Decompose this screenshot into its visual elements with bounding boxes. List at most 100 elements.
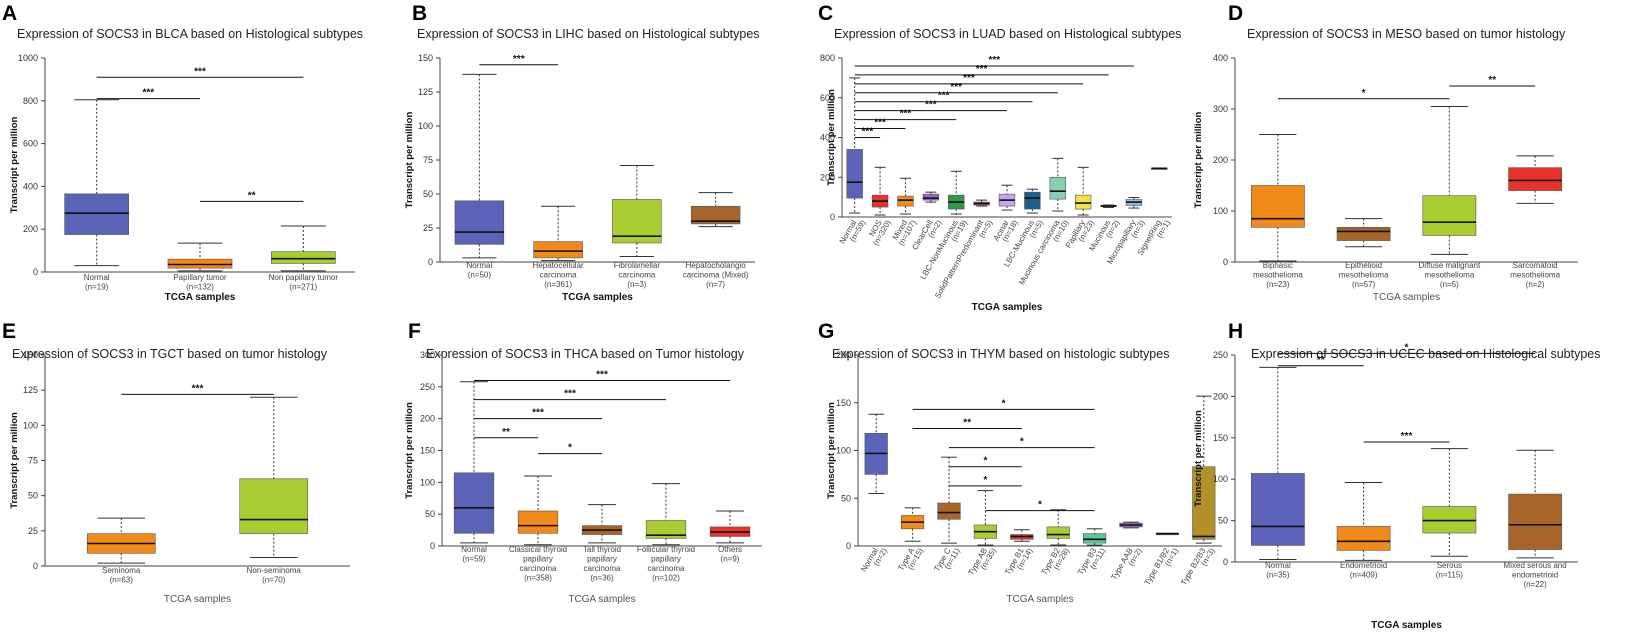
box-iqr (1508, 493, 1563, 550)
category-label: Hepatocholangio (686, 261, 747, 270)
box-solidpatternpredominant (973, 199, 990, 207)
significance-label: ** (502, 427, 510, 438)
box-normal (1250, 366, 1305, 561)
significance-label: * (1020, 437, 1024, 448)
significance-label: *** (862, 127, 874, 138)
box-iqr (690, 205, 741, 225)
box-lbc-mucinous (1024, 188, 1041, 214)
category-label: carcinoma (540, 271, 577, 280)
box-type-aab (1119, 521, 1143, 529)
y-tick-label: 100 (1213, 206, 1228, 216)
significance-bracket: ** (200, 190, 304, 202)
box-non-papillary-tumor (270, 225, 336, 272)
significance-label: *** (192, 383, 204, 394)
y-tick-label: 250 (1213, 350, 1228, 360)
significance-label: * (1002, 398, 1006, 409)
panel-g: G Expression of SOCS3 in THYM based on hi… (818, 320, 1222, 605)
panel-e: E Expression of SOCS3 in TGCT based on tu… (2, 320, 350, 605)
box-iqr (1046, 526, 1070, 539)
category-label: papillary (651, 555, 681, 564)
y-tick-label: 0 (846, 541, 851, 551)
panel-letter: F (408, 320, 421, 343)
box-biphasic-mesothelioma (1250, 134, 1305, 262)
significance-bracket: *** (854, 127, 881, 138)
significance-bracket: * (949, 475, 1022, 487)
significance-bracket: *** (1363, 431, 1450, 443)
significance-bracket: *** (121, 383, 274, 395)
box-follicular-thyroid-papillary-carcinoma (645, 483, 687, 546)
y-tick-label: 300 (1213, 104, 1228, 114)
panel-letter: D (1228, 2, 1243, 25)
significance-label: *** (513, 54, 525, 65)
significance-label: *** (532, 408, 544, 419)
x-axis-label: TCGA samples (164, 594, 231, 605)
y-tick-label: 150 (420, 446, 435, 456)
box-serous (1422, 448, 1477, 557)
category-label: mesothelioma (1253, 271, 1303, 280)
box-lbc-nonmucinous (948, 170, 965, 215)
box-iqr (1192, 466, 1216, 540)
category-label: carcinoma (Mixed) (683, 271, 749, 280)
box-iqr (1250, 185, 1305, 228)
x-axis-label: TCGA samples (1006, 594, 1073, 605)
y-tick-label: 250 (420, 382, 435, 392)
y-axis-label: Transcript per million (826, 402, 837, 499)
significance-bracket: *** (96, 88, 200, 100)
panel-h: H Expression of SOCS3 in UCEC based on Hi… (1193, 320, 1600, 631)
box-hepatocholangio-carcinoma-mixed- (690, 192, 741, 228)
box-iqr (454, 200, 505, 245)
box-type-b1-b2 (1155, 532, 1179, 536)
y-tick-label: 200 (1213, 391, 1228, 401)
category-count: (n=57) (1352, 280, 1376, 289)
category-count: (n=23) (1266, 280, 1290, 289)
box-iqr (167, 258, 233, 269)
significance-bracket: *** (854, 82, 1058, 94)
box-clearcell (922, 191, 940, 203)
y-tick-label: 50 (425, 509, 435, 519)
box-iqr (937, 502, 961, 520)
category-count: (n=36) (590, 574, 614, 583)
significance-label: ** (1488, 75, 1496, 86)
y-tick-label: 0 (33, 561, 38, 571)
significance-label: * (568, 443, 572, 454)
box-iqr (1083, 533, 1107, 544)
category-label: carcinoma (648, 564, 685, 573)
category-count: (n=19) (85, 283, 109, 292)
box-classical-thyroid-papillary-carcinoma (517, 475, 559, 546)
box-iqr (1024, 191, 1041, 210)
y-axis-label: Transcript per million (9, 117, 20, 214)
y-tick-label: 0 (428, 257, 433, 267)
box-iqr (1250, 473, 1305, 546)
y-tick-label: 150 (836, 398, 851, 408)
category-count: (n=409) (1350, 571, 1378, 580)
box-iqr (922, 193, 940, 201)
panel-letter: C (818, 2, 833, 25)
category-label: Sarcomatoid (1513, 261, 1558, 270)
y-tick-label: 600 (820, 93, 835, 103)
significance-bracket: *** (474, 369, 730, 381)
x-axis-label: TCGA samples (562, 292, 633, 303)
box-iqr (1422, 195, 1477, 236)
significance-bracket: *** (854, 64, 1109, 76)
box-normal (864, 413, 888, 494)
y-tick-label: 200 (23, 224, 38, 234)
category-label: papillary (523, 555, 553, 564)
significance-label: *** (938, 91, 950, 102)
category-label: mesothelioma (1339, 271, 1389, 280)
box-type-b3 (1083, 528, 1107, 546)
category-label: Normal (1265, 561, 1291, 570)
category-count: (n=59) (462, 555, 486, 564)
category-label: Mixed serous and (1504, 561, 1567, 570)
y-tick-label: 100 (836, 446, 851, 456)
box-mucinous-carcinoma (1049, 157, 1066, 212)
box-epithelioid-mesothelioma (1336, 218, 1391, 248)
chart-title: Expression of SOCS3 in LIHC based on His… (417, 27, 760, 41)
significance-label: *** (142, 88, 154, 99)
y-tick-label: 0 (430, 541, 435, 551)
chart-title: Expression of SOCS3 in TGCT based on tum… (12, 347, 328, 361)
box-non-seminoma (239, 396, 309, 559)
significance-label: *** (1401, 431, 1413, 442)
y-tick-label: 600 (23, 139, 38, 149)
significance-bracket: * (949, 437, 1095, 449)
